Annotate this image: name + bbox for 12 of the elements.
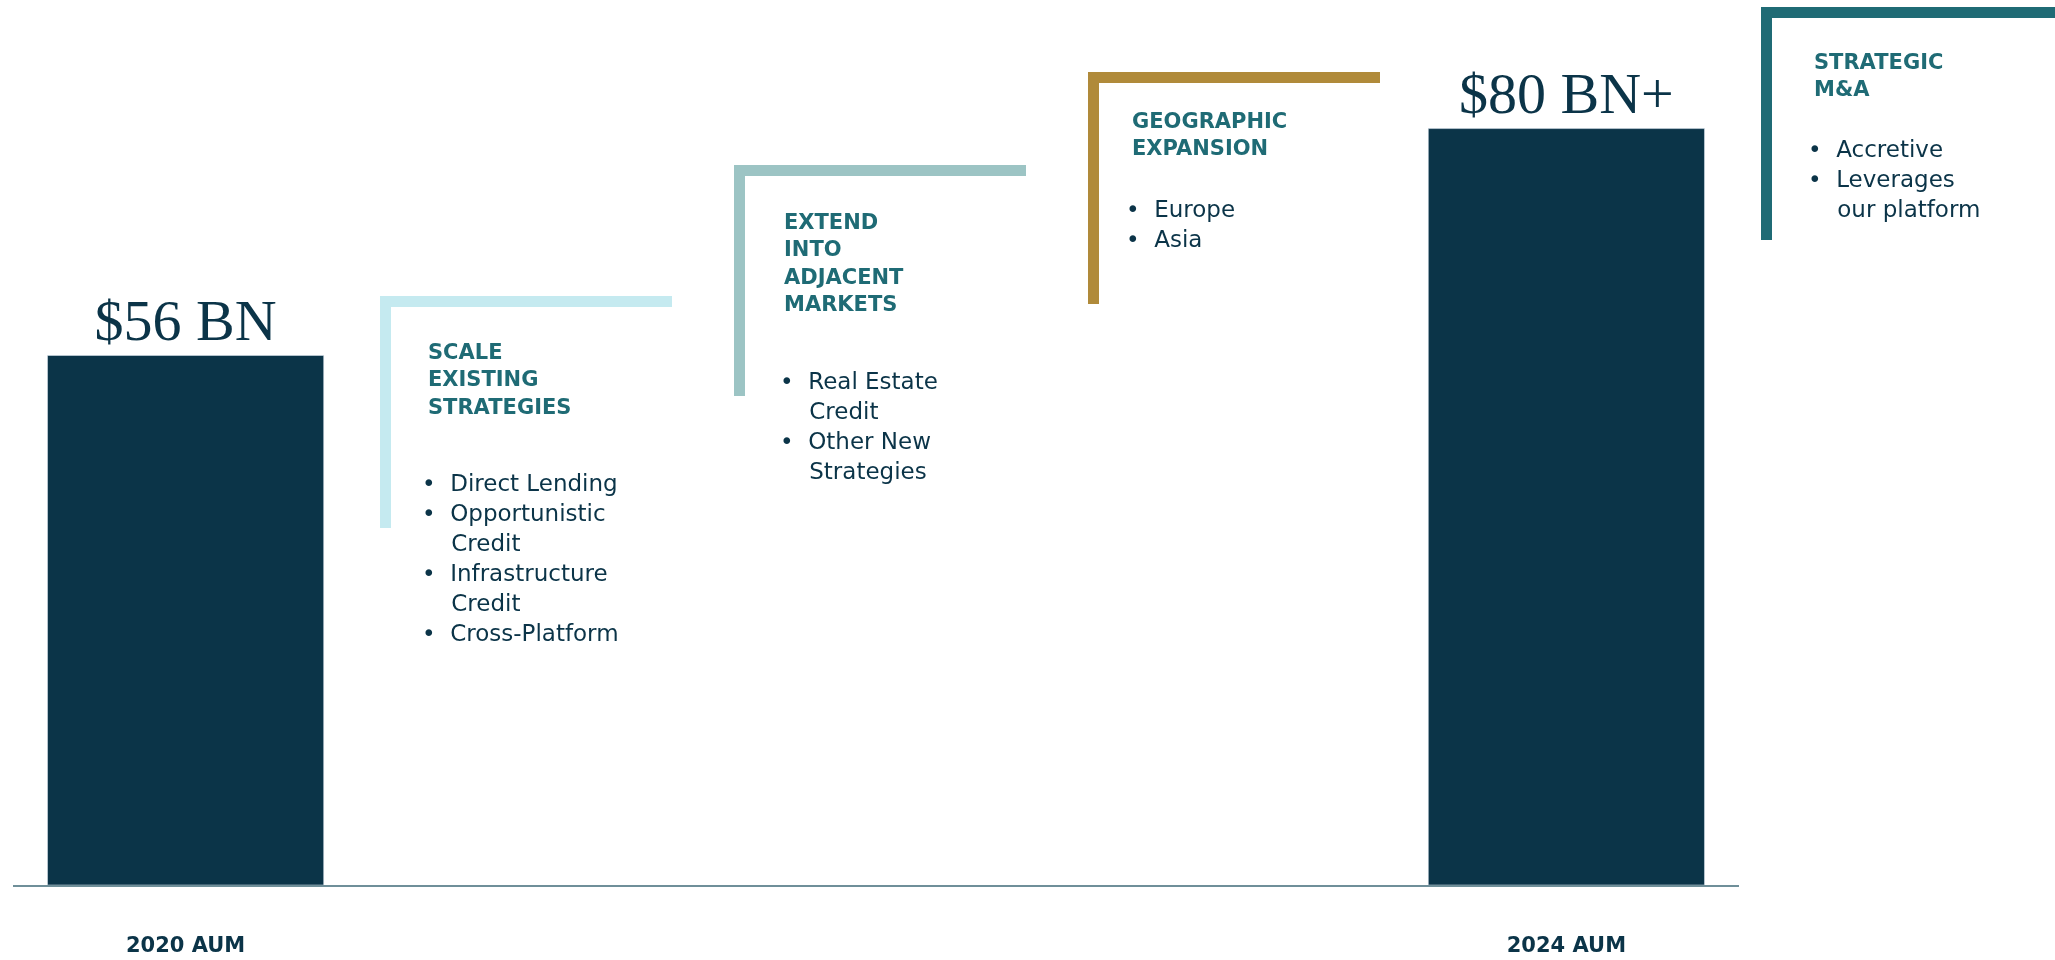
- text: STRATEGIC M&A: [1814, 50, 1944, 102]
- data-label: $56 BN: [94, 287, 277, 353]
- text: • Accretive • Leverages our platform: [1808, 136, 1981, 222]
- annotation: SCALE EXISTING STRATEGIES: [428, 340, 572, 419]
- annotation: • Europe • Asia: [1126, 196, 1236, 252]
- annotation: GEOGRAPHIC EXPANSION: [1132, 109, 1288, 161]
- annotation: EXTEND INTO ADJACENT MARKETS: [784, 210, 905, 316]
- x-tick-label: 2024 AUM: [1506, 932, 1627, 957]
- data-label: $80 BN+: [1459, 60, 1674, 126]
- annotation: • Real Estate Credit • Other New Strategies: [780, 368, 938, 484]
- x-tick-label: 2020 AUM: [125, 932, 246, 957]
- annotation: • Direct Lending • Opportunistic Credit • Infrastructure Credit • Cross-Platform: [422, 470, 619, 646]
